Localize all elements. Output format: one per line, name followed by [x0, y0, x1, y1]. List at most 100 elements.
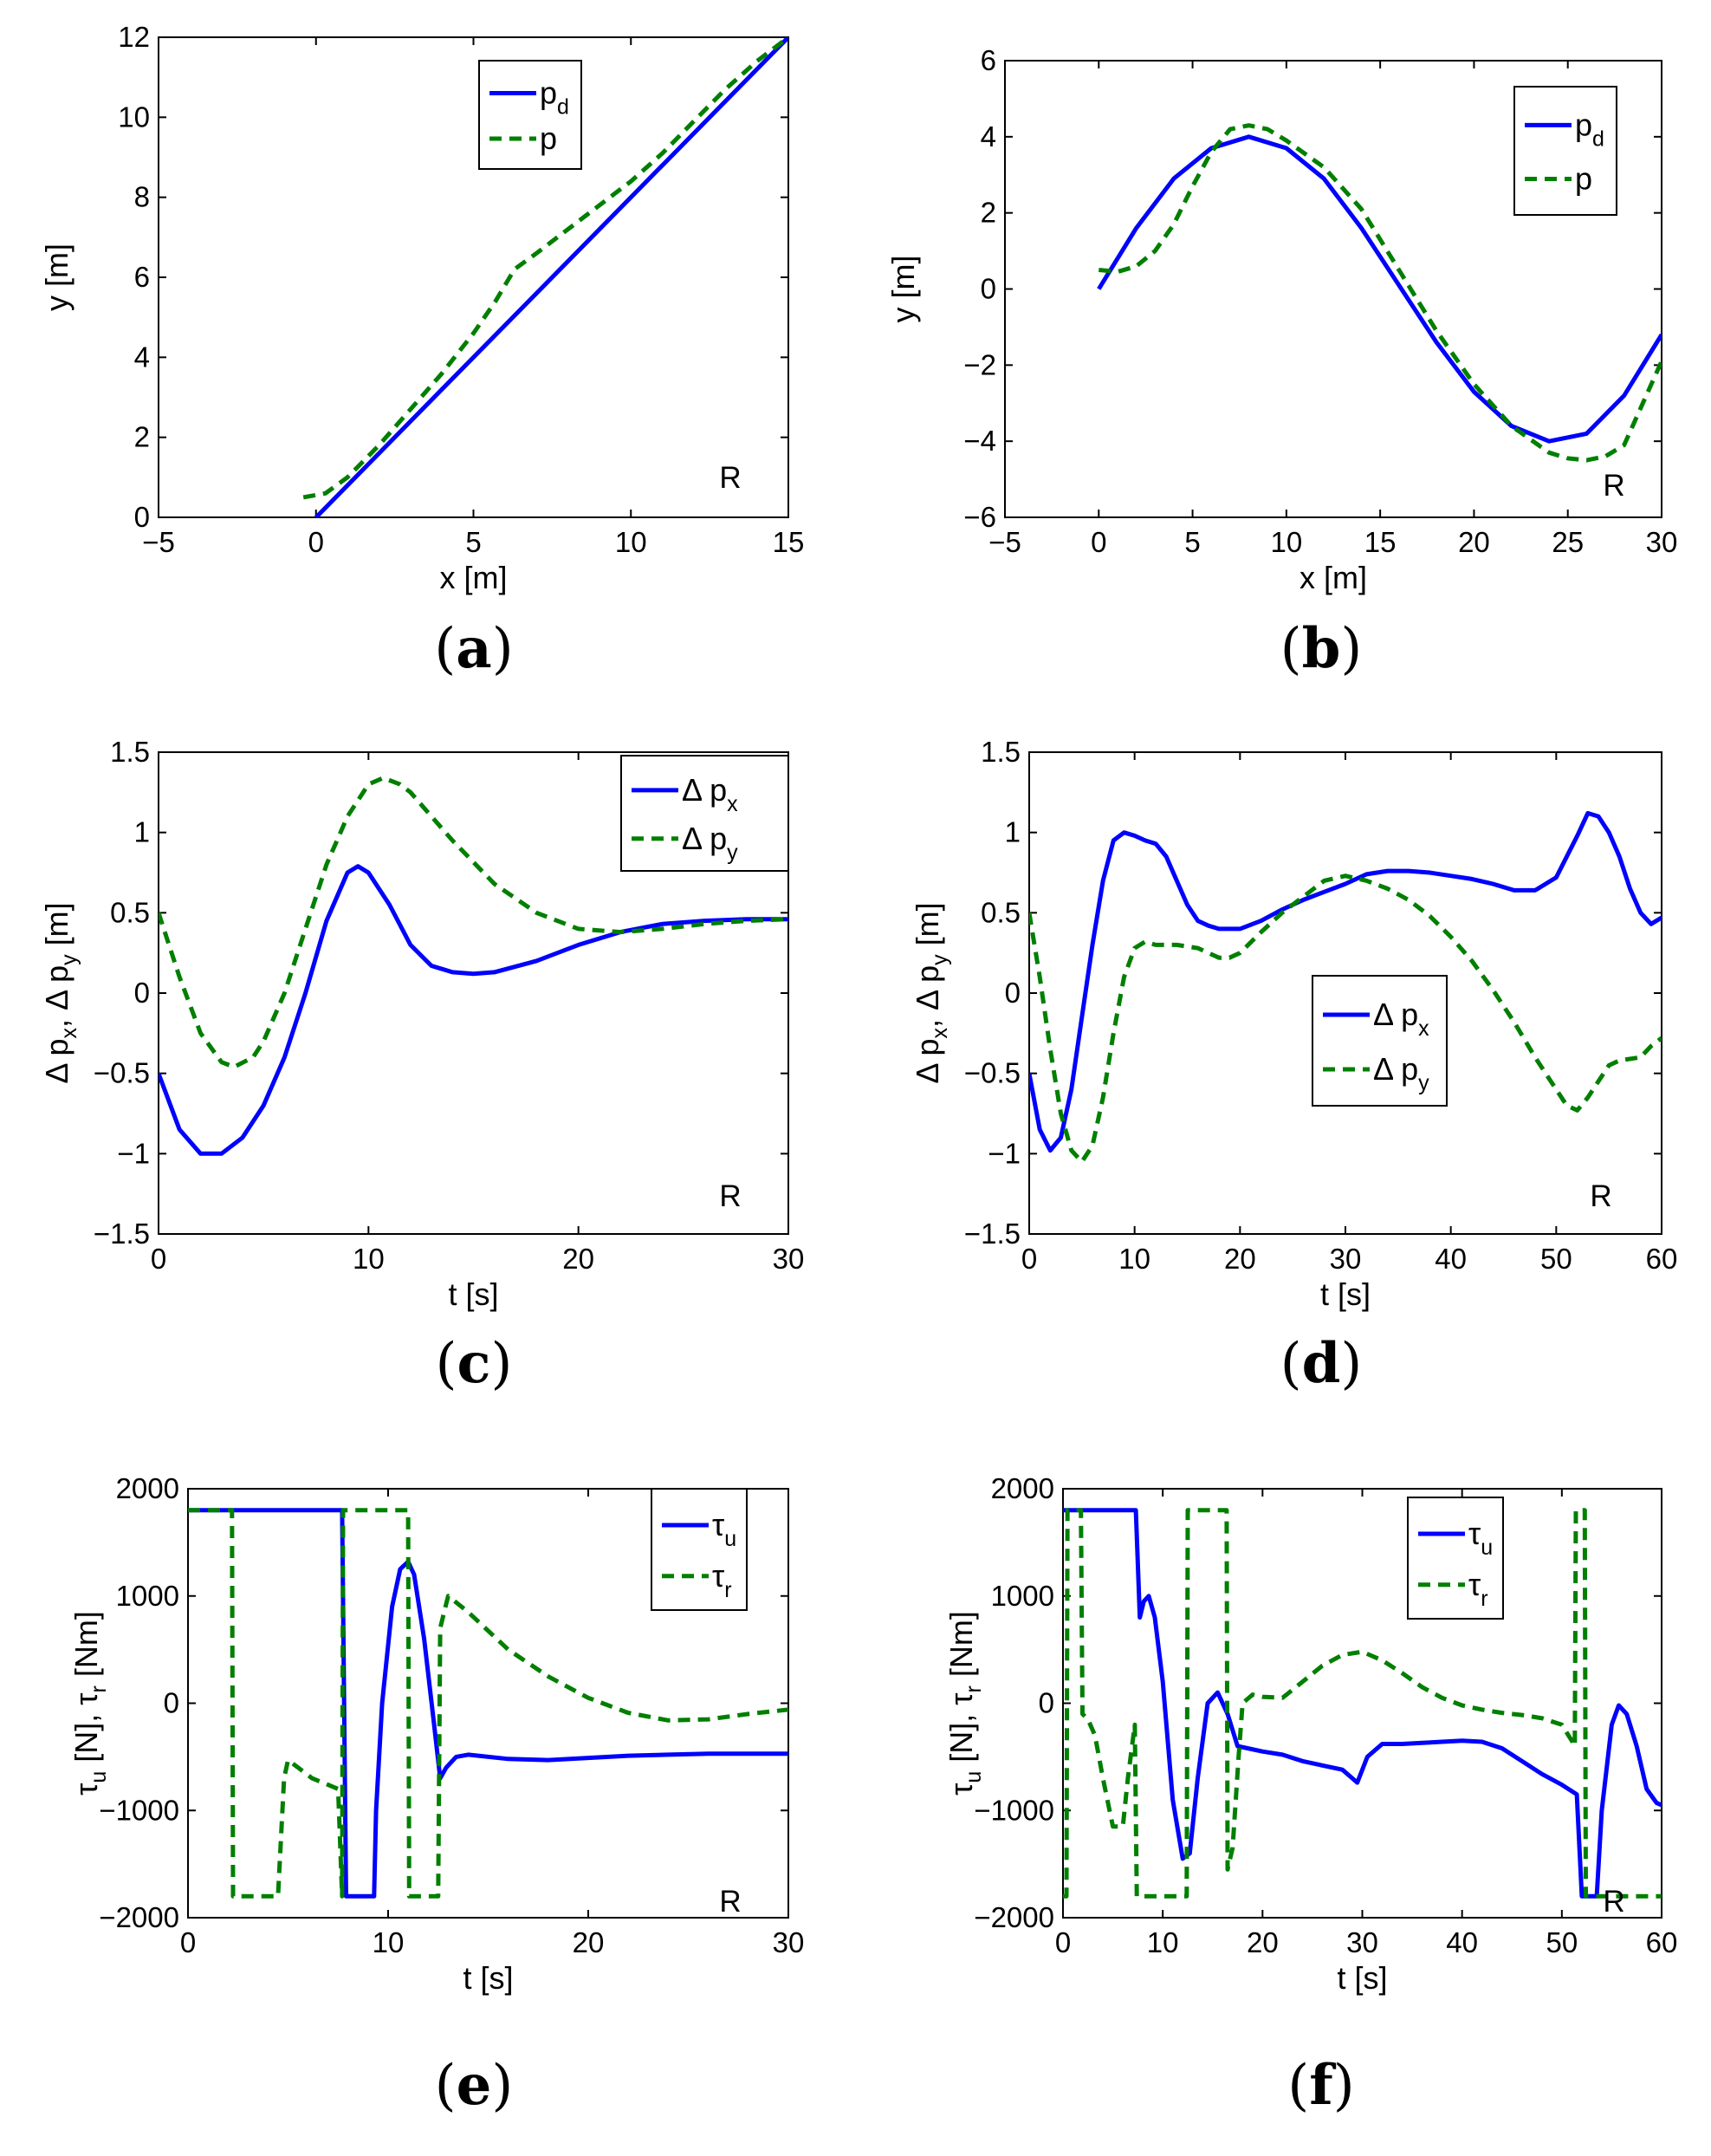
- x-tick-label: 10: [1147, 1926, 1179, 1958]
- y-tick-label: −1.5: [94, 1218, 150, 1250]
- y-tick-label: −1: [117, 1137, 150, 1169]
- legend-label-base: Δ p: [1373, 1051, 1418, 1087]
- y-axis-label-part: , Δ p: [39, 965, 75, 1028]
- series-line-dashed: [1099, 123, 1662, 463]
- caption-open: (: [1287, 2054, 1309, 2118]
- x-tick-label: 30: [1330, 1243, 1362, 1275]
- y-axis-label-part: [Nm]: [68, 1611, 104, 1685]
- x-tick-label: 10: [373, 1926, 405, 1958]
- series-line-dashed: [302, 37, 788, 500]
- y-tick-label: −1000: [974, 1794, 1054, 1826]
- y-tick-label: −2000: [99, 1901, 179, 1933]
- legend-box: [1513, 86, 1617, 216]
- annotation-r: R: [1603, 1885, 1624, 1919]
- panel-caption: (c): [436, 1331, 513, 1396]
- x-tick-label: 50: [1540, 1243, 1572, 1275]
- legend-label-base: p: [540, 120, 557, 156]
- legend-label: Δ px: [1373, 997, 1429, 1041]
- legend-label-base: Δ p: [682, 821, 727, 856]
- x-axis-label: t [s]: [463, 1960, 513, 1996]
- x-tick-label: 10: [353, 1243, 385, 1275]
- y-tick-label: −2: [963, 348, 996, 380]
- y-tick-label: 0.5: [110, 896, 150, 928]
- legend-label: τu: [712, 1507, 736, 1551]
- legend-label: τu: [1468, 1516, 1493, 1560]
- legend-label-sub: u: [724, 1527, 736, 1551]
- y-tick-label: 4: [981, 120, 996, 153]
- y-tick-label: −1: [988, 1137, 1021, 1169]
- x-tick-label: 30: [1646, 526, 1678, 558]
- y-axis-label: y [m]: [39, 244, 75, 311]
- plot-frame: [158, 36, 789, 518]
- x-tick-label: 20: [1224, 1243, 1256, 1275]
- x-tick-label: 0: [1091, 526, 1106, 558]
- y-tick-label: 2000: [991, 1472, 1054, 1504]
- x-tick-label: 0: [151, 1243, 166, 1275]
- annotation-r: R: [1603, 469, 1624, 503]
- y-tick-label: 1.5: [110, 736, 150, 768]
- y-axis-label-sub: u: [962, 1771, 986, 1783]
- caption-close: ): [1333, 2054, 1355, 2118]
- x-tick-label: 0: [1021, 1243, 1037, 1275]
- y-tick-label: −4: [963, 425, 996, 457]
- y-axis-label: Δ px, Δ py [m]: [910, 902, 952, 1083]
- annotation-r: R: [719, 461, 741, 495]
- y-tick-label: 12: [118, 21, 150, 53]
- x-tick-label: 0: [1055, 1926, 1071, 1958]
- y-tick-label: 2: [134, 421, 150, 453]
- y-axis-label-part: [N], τ: [68, 1692, 104, 1770]
- legend-label-base: Δ p: [1373, 997, 1418, 1032]
- legend: pdp: [478, 60, 582, 170]
- panel-caption: (d): [1280, 1331, 1363, 1396]
- x-tick-label: 20: [562, 1243, 594, 1275]
- series-line-solid: [188, 1508, 788, 1899]
- legend-label-base: Δ p: [682, 772, 727, 808]
- y-axis-label: y [m]: [885, 256, 921, 323]
- caption-letter: d: [1302, 1331, 1341, 1396]
- y-tick-label: 0: [164, 1687, 179, 1719]
- caption-letter: e: [457, 2053, 492, 2118]
- panel-caption: (e): [435, 2053, 514, 2118]
- caption-open: (: [1280, 1332, 1302, 1396]
- legend-label-sub: r: [1481, 1587, 1487, 1611]
- y-tick-label: 0.5: [981, 896, 1021, 928]
- chart-panel-2: 0 10 20 30−1.5−1−0.500.511.5t [s]Δ px, Δ py…: [39, 736, 804, 1312]
- legend-label-sub: y: [1418, 1071, 1429, 1095]
- x-axis-label: t [s]: [1337, 1960, 1387, 1996]
- x-tick-label: −5: [988, 526, 1021, 558]
- legend-label-sub: x: [727, 792, 738, 816]
- y-tick-label: 2000: [116, 1472, 179, 1504]
- x-tick-label: 50: [1546, 1926, 1578, 1958]
- y-tick-label: 1000: [116, 1580, 179, 1612]
- y-tick-label: 2: [981, 197, 996, 229]
- legend-label: pd: [540, 75, 569, 120]
- y-tick-label: 1: [1005, 816, 1021, 848]
- legend-label-sub: y: [727, 841, 738, 865]
- legend-label-base: τ: [712, 1507, 724, 1542]
- series-line-dashed: [1063, 1508, 1662, 1899]
- x-tick-label: 40: [1435, 1243, 1467, 1275]
- legend-label-sub: r: [724, 1578, 731, 1602]
- y-axis-label: Δ px, Δ py [m]: [39, 902, 81, 1083]
- y-axis-label-part: τ: [943, 1783, 979, 1796]
- x-tick-label: 30: [1346, 1926, 1378, 1958]
- annotation-r: R: [719, 1885, 741, 1919]
- caption-open: (: [435, 2054, 457, 2118]
- caption-close: ): [1340, 1332, 1362, 1396]
- annotation-r: R: [719, 1179, 741, 1213]
- x-tick-label: 20: [573, 1926, 605, 1958]
- chart-panel-3: 0 10 20 30 40 50 60−1.5−1−0.500.511.5t [s]Δ px…: [910, 736, 1677, 1312]
- legend-label: p: [540, 120, 557, 156]
- y-tick-label: −1.5: [964, 1218, 1021, 1250]
- legend-box: [1312, 975, 1448, 1107]
- legend-label: τr: [1468, 1567, 1488, 1611]
- y-tick-label: 0: [1005, 977, 1021, 1009]
- legend-label-base: τ: [1468, 1567, 1481, 1602]
- x-axis-label: x [m]: [440, 560, 508, 595]
- y-axis-label-part: [Nm]: [943, 1611, 979, 1685]
- x-tick-label: 15: [773, 526, 805, 558]
